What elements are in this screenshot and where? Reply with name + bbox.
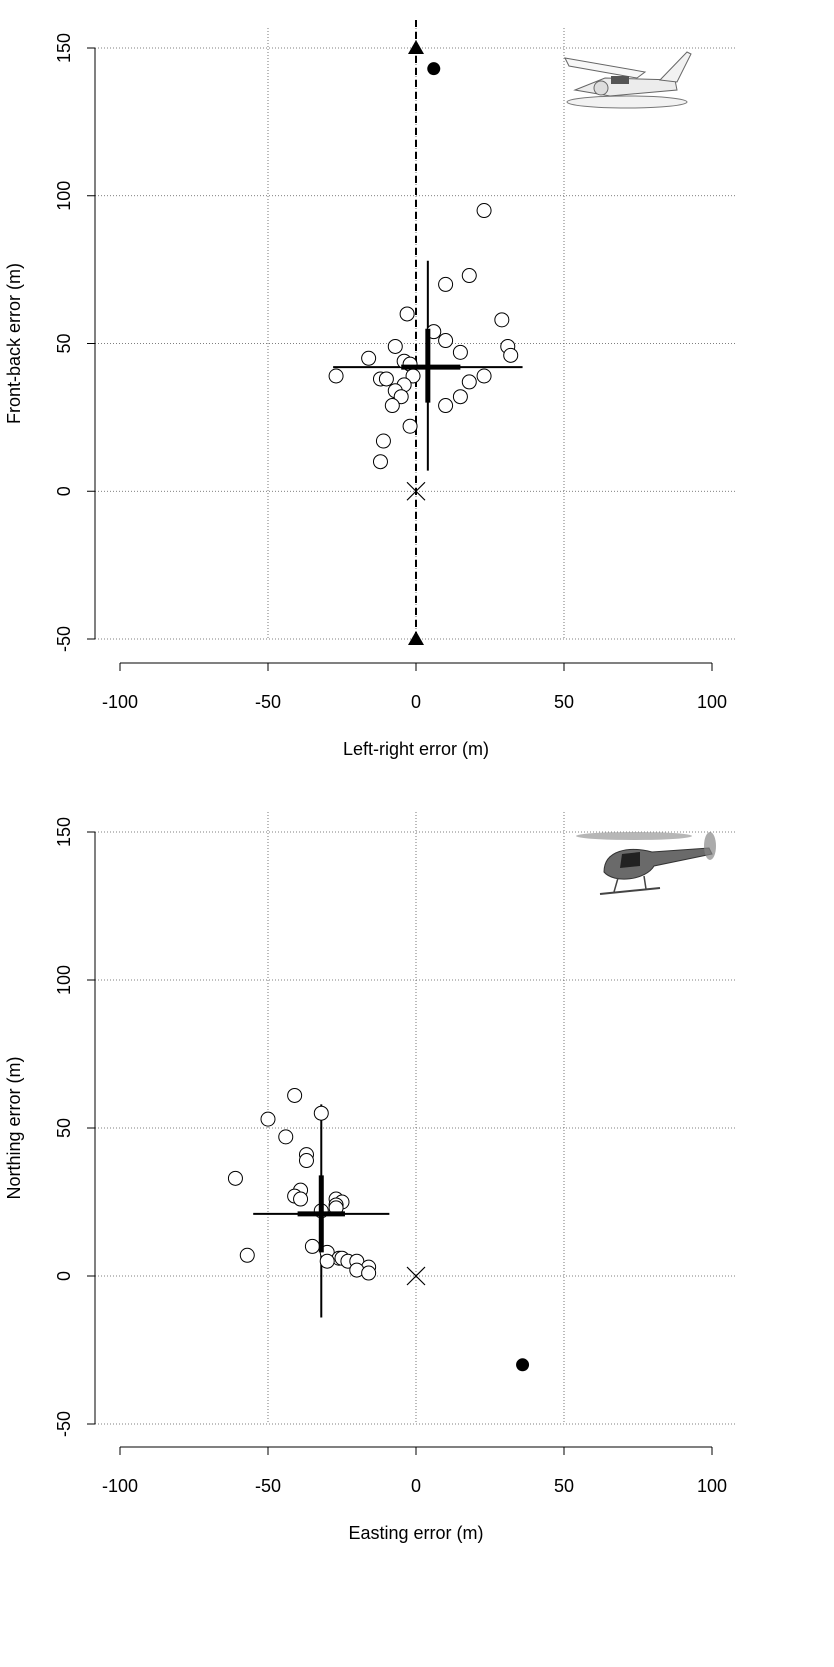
helicopter-icon (576, 832, 716, 895)
data-point (476, 368, 492, 384)
data-point (361, 350, 377, 366)
data-point (278, 1129, 294, 1145)
data-point (399, 306, 415, 322)
flight-line-end-triangle (408, 631, 424, 645)
data-point (361, 1265, 377, 1281)
x-tick-label: 50 (554, 1476, 574, 1496)
data-point (298, 1153, 314, 1169)
skid-strut-shape (643, 875, 647, 890)
chart-panel-1: -100 -50 0 50 100 -50 0 50 100 150 Left-right erro… (4, 20, 737, 759)
y-tick-label: -50 (54, 626, 74, 652)
propeller-shape (593, 80, 609, 96)
y-tick-label: 100 (54, 965, 74, 995)
data-point (461, 268, 477, 284)
outlier-point (427, 62, 441, 76)
data-point (452, 389, 468, 405)
data-point (260, 1111, 276, 1127)
x-tick-label: 100 (697, 1476, 727, 1496)
data-point (461, 374, 477, 390)
data-point (494, 312, 510, 328)
data-point (304, 1238, 320, 1254)
cockpit-shape (620, 852, 640, 868)
window-shape (611, 76, 629, 84)
chart-panel-2: -100 -50 0 50 100 -50 0 50 100 150 Easting error (… (4, 812, 737, 1543)
y-tick-label: 50 (54, 1118, 74, 1138)
data-point (239, 1247, 255, 1263)
x-tick-label: -100 (102, 1476, 138, 1496)
rotor-shape (576, 832, 692, 840)
x-tick-label: -50 (255, 1476, 281, 1496)
x-tick-label: -50 (255, 692, 281, 712)
data-point (313, 1105, 329, 1121)
data-point (476, 203, 492, 219)
x-tick-label: -100 (102, 692, 138, 712)
data-point (328, 368, 344, 384)
origin-cross-marker (406, 481, 426, 501)
x-axis-label: Left-right error (m) (343, 739, 489, 759)
x-axis-label: Easting error (m) (348, 1523, 483, 1543)
y-tick-label: 150 (54, 817, 74, 847)
data-point (227, 1170, 243, 1186)
y-tick-label: -50 (54, 1411, 74, 1437)
data-point (402, 418, 418, 434)
tail-rotor-shape (704, 832, 716, 860)
data-point (319, 1253, 335, 1269)
data-point (438, 276, 454, 292)
x-tick-label: 100 (697, 692, 727, 712)
flight-line-end-triangle (408, 40, 424, 54)
data-point (503, 347, 519, 363)
float-pontoon-shape (566, 95, 688, 109)
data-point (438, 398, 454, 414)
outlier-point (516, 1358, 530, 1372)
y-tick-label: 0 (54, 1271, 74, 1281)
data-point (438, 333, 454, 349)
y-axis-label: Front-back error (m) (4, 263, 24, 424)
helicopter-body-shape (603, 847, 713, 880)
data-point (375, 433, 391, 449)
data-point (378, 371, 394, 387)
skid-strut-shape (613, 877, 619, 893)
data-point (372, 454, 388, 470)
x-tick-label: 0 (411, 692, 421, 712)
y-tick-label: 100 (54, 181, 74, 211)
floatplane-icon (564, 51, 692, 109)
y-tick-label: 150 (54, 33, 74, 63)
wing-shape (564, 57, 647, 79)
tail-fin-shape (658, 51, 692, 83)
data-point (293, 1191, 309, 1207)
y-tick-label: 50 (54, 333, 74, 353)
y-tick-label: 0 (54, 486, 74, 496)
y-axis-label: Northing error (m) (4, 1056, 24, 1199)
data-point (393, 389, 409, 405)
data-point (287, 1087, 303, 1103)
data-point (387, 338, 403, 354)
origin-cross-marker (406, 1266, 426, 1286)
skid-shape (599, 887, 661, 895)
data-point (452, 344, 468, 360)
x-tick-label: 50 (554, 692, 574, 712)
data-point (384, 398, 400, 414)
x-tick-label: 0 (411, 1476, 421, 1496)
